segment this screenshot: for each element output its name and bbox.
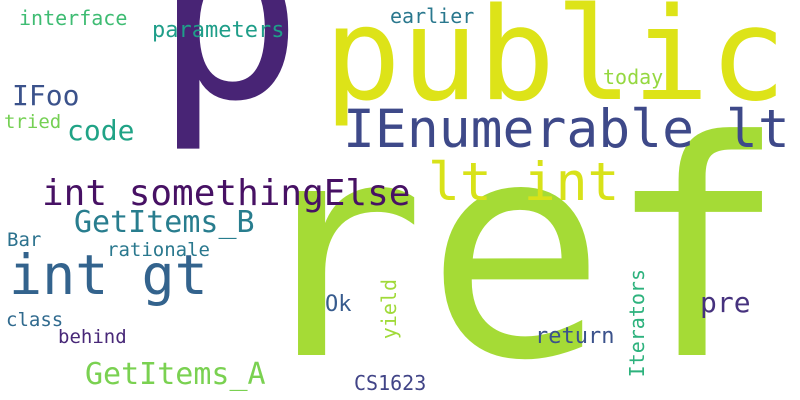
word-interface: interface bbox=[19, 6, 128, 30]
word-ok: Ok bbox=[325, 292, 352, 317]
word-behind: behind bbox=[58, 326, 127, 348]
word-rationale: rationale bbox=[107, 239, 210, 261]
word-pre: pre bbox=[700, 286, 751, 319]
word-iterators: Iterators bbox=[625, 269, 649, 378]
word-return: return bbox=[535, 324, 615, 349]
word-getitems-a: GetItems_A bbox=[85, 357, 266, 392]
word-yield: yield bbox=[377, 279, 401, 340]
word-class: class bbox=[6, 309, 64, 331]
word-tried: tried bbox=[4, 111, 62, 133]
word-cs1623: CS1623 bbox=[354, 371, 427, 395]
word-bar: Bar bbox=[7, 229, 42, 251]
word-public: public bbox=[324, 0, 787, 130]
word-code: code bbox=[67, 114, 135, 147]
word-ifoo: IFoo bbox=[12, 79, 80, 112]
word-p: p bbox=[154, 0, 304, 156]
word-int-gt: int gt bbox=[9, 243, 208, 307]
word-ref: ref bbox=[245, 77, 787, 400]
word-lt-int: lt int bbox=[428, 152, 620, 213]
word-parameters: parameters bbox=[152, 18, 285, 43]
word-today: today bbox=[603, 65, 664, 89]
word-earlier: earlier bbox=[390, 4, 475, 28]
word-ienumerable: IEnumerable lt bbox=[343, 99, 790, 160]
word-int-somethingelse: int somethingElse bbox=[42, 173, 411, 214]
word-getitems-b: GetItems_B bbox=[74, 205, 255, 240]
